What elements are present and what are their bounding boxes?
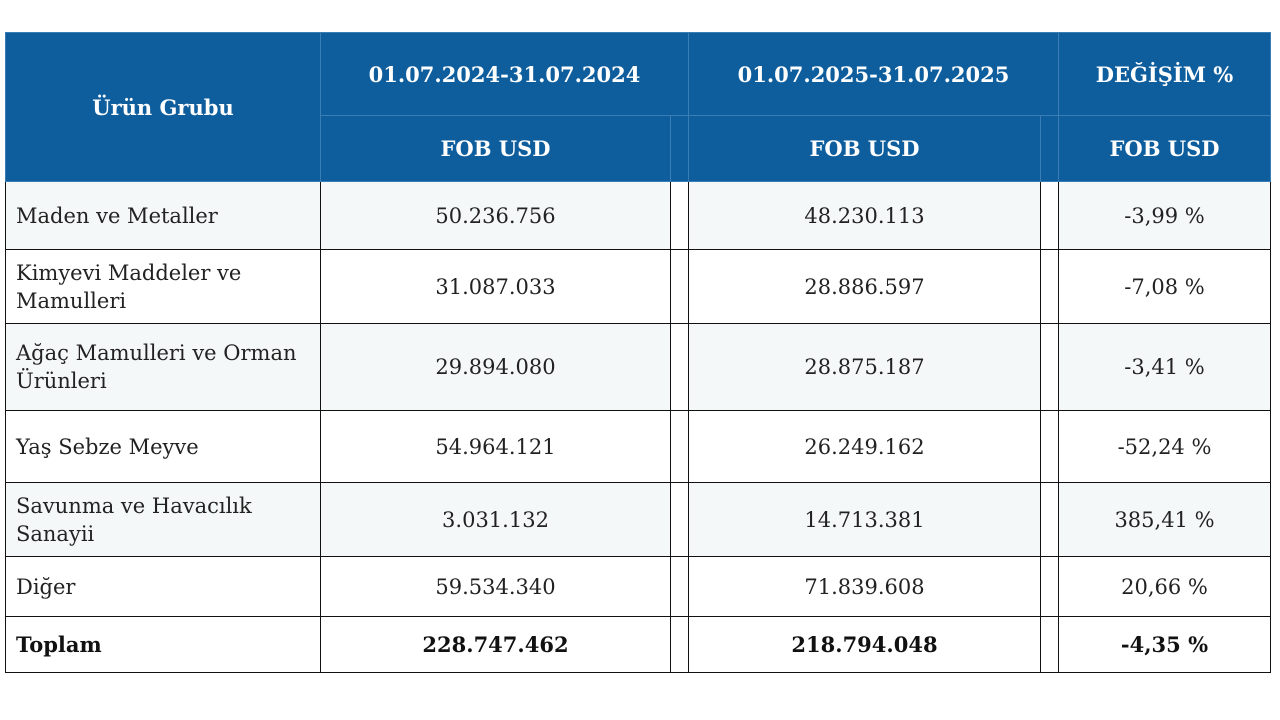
value-2025: 28.886.597 xyxy=(688,249,1041,324)
product-name: Diğer xyxy=(5,556,321,617)
table-row: Yaş Sebze Meyve 54.964.121 26.249.162 -52,2… xyxy=(5,410,1271,483)
header-period-2024: 01.07.2024-31.07.2024 xyxy=(320,32,689,116)
spacer xyxy=(1040,249,1059,324)
product-name: Toplam xyxy=(5,616,321,673)
spacer xyxy=(670,323,689,411)
product-name: Yaş Sebze Meyve xyxy=(5,410,321,483)
value-2025: 14.713.381 xyxy=(688,482,1041,557)
product-name: Savunma ve Havacılık Sanayii xyxy=(5,482,321,557)
spacer xyxy=(1040,323,1059,411)
value-2025: 71.839.608 xyxy=(688,556,1041,617)
product-name: Kimyevi Maddeler ve Mamulleri xyxy=(5,249,321,324)
spacer xyxy=(1040,482,1059,557)
product-name: Maden ve Metaller xyxy=(5,181,321,250)
export-table: Ürün Grubu 01.07.2024-31.07.2024 01.07.2… xyxy=(5,32,1271,673)
header-product-group: Ürün Grubu xyxy=(5,32,321,182)
spacer xyxy=(670,556,689,617)
spacer xyxy=(670,181,689,250)
change-percent: 20,66 % xyxy=(1058,556,1271,617)
value-2024: 54.964.121 xyxy=(320,410,671,483)
header-period-2025: 01.07.2025-31.07.2025 xyxy=(688,32,1059,116)
spacer xyxy=(1040,410,1059,483)
table-row: Maden ve Metaller 50.236.756 48.230.113 -3,… xyxy=(5,181,1271,250)
spacer xyxy=(670,410,689,483)
spacer xyxy=(1040,616,1059,673)
header-unit-2025: FOB USD xyxy=(688,115,1041,182)
spacer xyxy=(670,249,689,324)
value-2024: 3.031.132 xyxy=(320,482,671,557)
value-2025: 48.230.113 xyxy=(688,181,1041,250)
value-2024: 50.236.756 xyxy=(320,181,671,250)
change-percent: -52,24 % xyxy=(1058,410,1271,483)
spacer xyxy=(1040,556,1059,617)
value-2024: 228.747.462 xyxy=(320,616,671,673)
value-2024: 31.087.033 xyxy=(320,249,671,324)
table-row: Toplam 228.747.462 218.794.048 -4,35 % xyxy=(5,616,1271,673)
change-percent: -3,99 % xyxy=(1058,181,1271,250)
value-2025: 28.875.187 xyxy=(688,323,1041,411)
value-2025: 26.249.162 xyxy=(688,410,1041,483)
spacer xyxy=(1040,181,1059,250)
spacer xyxy=(670,616,689,673)
value-2024: 29.894.080 xyxy=(320,323,671,411)
header-spacer xyxy=(670,115,689,182)
spacer xyxy=(670,482,689,557)
header-spacer xyxy=(1040,115,1059,182)
product-name: Ağaç Mamulleri ve Orman Ürünleri xyxy=(5,323,321,411)
table-row: Diğer 59.534.340 71.839.608 20,66 % xyxy=(5,556,1271,617)
change-percent: 385,41 % xyxy=(1058,482,1271,557)
change-percent: -4,35 % xyxy=(1058,616,1271,673)
header-unit-change: FOB USD xyxy=(1058,115,1271,182)
header-unit-2024: FOB USD xyxy=(320,115,671,182)
change-percent: -3,41 % xyxy=(1058,323,1271,411)
table-row: Savunma ve Havacılık Sanayii 3.031.132 14.… xyxy=(5,482,1271,557)
change-percent: -7,08 % xyxy=(1058,249,1271,324)
header-change: DEĞİŞİM % xyxy=(1058,32,1271,116)
value-2024: 59.534.340 xyxy=(320,556,671,617)
value-2025: 218.794.048 xyxy=(688,616,1041,673)
table-row: Ağaç Mamulleri ve Orman Ürünleri 29.894.0… xyxy=(5,323,1271,411)
table-row: Kimyevi Maddeler ve Mamulleri 31.087.033 2… xyxy=(5,249,1271,324)
